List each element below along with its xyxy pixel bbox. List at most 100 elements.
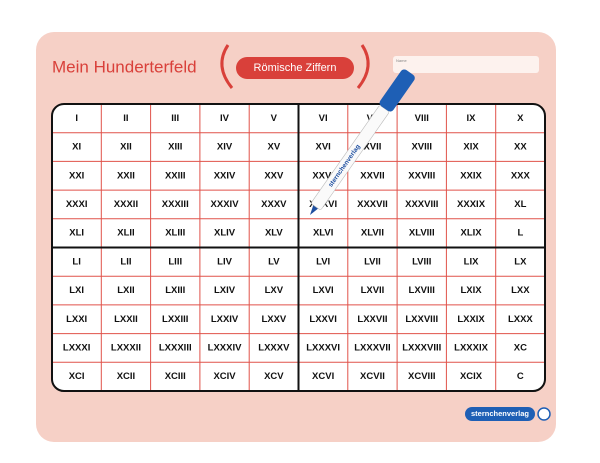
- cell: LX: [514, 256, 527, 267]
- cell: LXIV: [214, 285, 236, 296]
- cell: XLV: [265, 228, 283, 239]
- cell: LXXXIV: [208, 342, 242, 353]
- cell: III: [171, 113, 179, 124]
- cell: XLIII: [165, 228, 185, 239]
- cell: VI: [319, 113, 328, 124]
- cell: LXXXIX: [454, 342, 488, 353]
- cell: LXXXVIII: [402, 342, 441, 353]
- name-field: [393, 56, 539, 73]
- cell: LV: [268, 256, 280, 267]
- cell: XXVII: [360, 170, 384, 181]
- cell: XXXIII: [162, 199, 189, 210]
- cell: XXIII: [165, 170, 186, 181]
- cell: LXXIV: [211, 314, 239, 325]
- cell: XIV: [217, 142, 233, 153]
- cell: V: [271, 113, 278, 124]
- cell: LXXXV: [258, 342, 290, 353]
- cell: XVII: [363, 142, 381, 153]
- cell: XLIV: [214, 228, 236, 239]
- cell: LII: [120, 256, 131, 267]
- cell: XXVI: [312, 170, 334, 181]
- cell: XV: [268, 142, 281, 153]
- cell: XC: [514, 342, 527, 353]
- cell: LVIII: [412, 256, 431, 267]
- cell: XI: [72, 142, 81, 153]
- cell: L: [517, 228, 523, 239]
- cell: LXXII: [114, 314, 138, 325]
- cell: XXIV: [214, 170, 236, 181]
- cell: XCIX: [460, 371, 483, 382]
- cell: XLII: [117, 228, 134, 239]
- cell: LXXVI: [309, 314, 336, 325]
- cell: LXI: [69, 285, 84, 296]
- cell: XCIII: [165, 371, 186, 382]
- cell: XIX: [463, 142, 479, 153]
- cell: LVII: [364, 256, 381, 267]
- cell: LIV: [217, 256, 232, 267]
- cell: XXII: [117, 170, 135, 181]
- cell: LXXVIII: [405, 314, 438, 325]
- brand: sternchenverlag: [471, 409, 529, 418]
- cell: LXXX: [508, 314, 533, 325]
- cell: LXXI: [66, 314, 87, 325]
- cell: XXXVIII: [405, 199, 438, 210]
- cell: XX: [514, 142, 527, 153]
- cell: LXV: [265, 285, 284, 296]
- badge: [236, 57, 354, 79]
- cell: LXXIII: [162, 314, 188, 325]
- cell: LXXVII: [357, 314, 387, 325]
- cell: XXV: [264, 170, 284, 181]
- cell: LXXXVI: [306, 342, 340, 353]
- cell: XCVI: [312, 371, 334, 382]
- cell: XL: [514, 199, 526, 210]
- cell: LIII: [168, 256, 182, 267]
- name-label: Name: [396, 58, 407, 63]
- brand-logo: [537, 407, 551, 421]
- cell: XXX: [511, 170, 531, 181]
- cell: LXXV: [261, 314, 286, 325]
- cell: XXXIV: [211, 199, 240, 210]
- cell: XLI: [69, 228, 84, 239]
- cell: XVIII: [411, 142, 432, 153]
- cell: XVI: [315, 142, 330, 153]
- cell: LIX: [464, 256, 479, 267]
- cell: XXIX: [460, 170, 482, 181]
- cell: XCVIII: [408, 371, 435, 382]
- cell: XXXIX: [457, 199, 486, 210]
- cell: XLVII: [361, 228, 384, 239]
- cell: X: [517, 113, 524, 124]
- cell: XCVII: [360, 371, 385, 382]
- cell: XLVI: [313, 228, 333, 239]
- cell: LXXXII: [111, 342, 141, 353]
- title: Mein Hunderterfeld: [52, 57, 197, 76]
- cell: LXXXIII: [159, 342, 192, 353]
- cell: LXXXI: [63, 342, 90, 353]
- cell: IV: [220, 113, 230, 124]
- cell: LXVII: [361, 285, 385, 296]
- cell: LI: [72, 256, 80, 267]
- cell: XXXV: [261, 199, 287, 210]
- cell: LVI: [316, 256, 330, 267]
- cell: XCI: [69, 371, 85, 382]
- cell: LXVIII: [409, 285, 435, 296]
- cell: XCIV: [213, 371, 236, 382]
- laurel: [220, 44, 370, 89]
- cell: IX: [467, 113, 477, 124]
- cell: VIII: [415, 113, 429, 124]
- cell: C: [517, 371, 524, 382]
- brand-pill: [465, 407, 535, 421]
- cell: LXIII: [165, 285, 185, 296]
- cell: XXI: [69, 170, 84, 181]
- cell: LXIX: [460, 285, 482, 296]
- cell: XCII: [117, 371, 135, 382]
- cell: LXX: [511, 285, 530, 296]
- cell: LXVI: [313, 285, 334, 296]
- cell: XCV: [264, 371, 284, 382]
- cell: LXXIX: [457, 314, 485, 325]
- cell: XLVIII: [409, 228, 435, 239]
- cell: LXII: [117, 285, 134, 296]
- badge-text: Römische Ziffern: [254, 62, 337, 74]
- cell: XII: [120, 142, 132, 153]
- cell: XLIX: [460, 228, 482, 239]
